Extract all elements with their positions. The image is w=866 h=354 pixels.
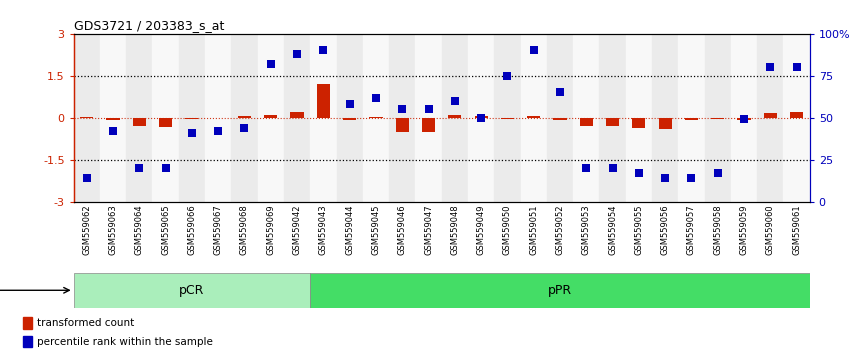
Point [158,165,172,171]
Point [448,98,462,104]
Bar [790,112,803,118]
Bar [711,118,724,119]
Bar [678,34,705,202]
Point [369,95,383,101]
Text: pCR: pCR [179,284,204,297]
Bar [422,118,435,132]
Bar [343,118,356,120]
Bar [337,34,363,202]
Point [395,107,409,112]
Bar [784,34,810,202]
Point [658,175,672,181]
Point [343,101,357,107]
Bar [757,34,784,202]
Bar [205,34,231,202]
Bar [310,34,337,202]
Point [107,128,120,134]
Bar [449,115,462,118]
Bar [416,34,442,202]
Text: transformed count: transformed count [37,318,134,328]
Bar [599,34,625,202]
Point [527,47,540,53]
Bar [74,273,310,308]
Bar [652,34,678,202]
Bar [520,34,546,202]
Bar [606,118,619,126]
Bar [731,34,757,202]
Point [211,128,225,134]
Bar [658,118,672,129]
Bar [494,34,520,202]
Bar [152,34,178,202]
Point [501,73,514,79]
Point [763,64,777,70]
Bar [23,336,32,347]
Point [264,61,278,67]
Bar [625,34,652,202]
Point [185,130,199,136]
Bar [23,317,32,329]
Text: pPR: pPR [548,284,572,297]
Bar [579,118,593,126]
Bar [238,116,251,118]
Point [316,47,330,53]
Bar [159,118,172,127]
Bar [501,118,514,119]
Bar [396,118,409,132]
Point [80,175,94,181]
Bar [705,34,731,202]
Point [632,170,646,176]
Bar [290,112,304,118]
Bar [264,115,277,118]
Bar [553,118,566,120]
Point [422,107,436,112]
Bar [107,118,120,120]
Bar [738,118,751,120]
Point [475,115,488,120]
Bar [231,34,258,202]
Point [132,165,146,171]
Text: percentile rank within the sample: percentile rank within the sample [37,337,213,347]
Bar [468,34,494,202]
Text: GDS3721 / 203383_s_at: GDS3721 / 203383_s_at [74,19,224,33]
Bar [389,34,416,202]
Bar [546,34,573,202]
Bar [442,34,468,202]
Bar [527,116,540,118]
Point [711,170,725,176]
Bar [310,273,810,308]
Bar [126,34,152,202]
Bar [370,117,383,118]
Bar [81,117,94,118]
Bar [363,34,389,202]
Point [290,51,304,57]
Point [737,116,751,122]
Point [237,125,251,131]
Bar [764,113,777,118]
Bar [632,118,645,127]
Bar [258,34,284,202]
Bar [475,116,488,118]
Bar [74,34,100,202]
Point [605,165,619,171]
Bar [685,118,698,120]
Bar [100,34,126,202]
Point [579,165,593,171]
Point [790,64,804,70]
Point [684,175,698,181]
Bar [573,34,599,202]
Bar [132,118,145,126]
Bar [284,34,310,202]
Bar [317,84,330,118]
Point [553,90,567,95]
Bar [178,34,205,202]
Bar [185,118,198,119]
